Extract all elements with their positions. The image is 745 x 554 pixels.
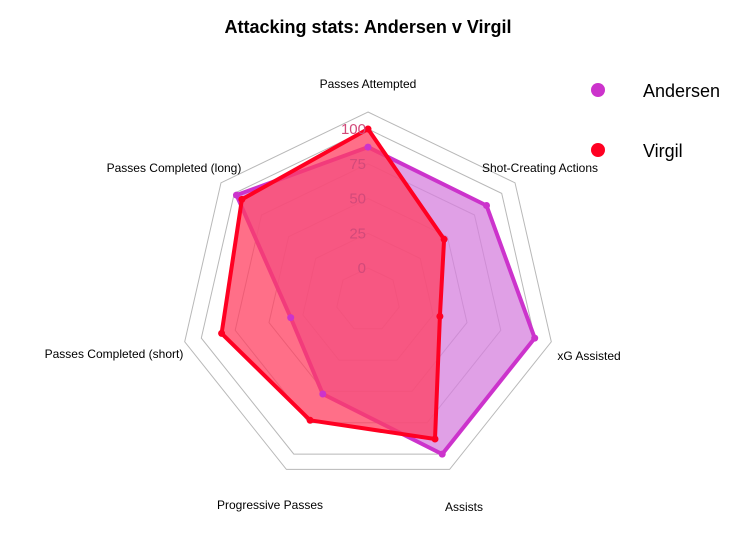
grid-ring (200, 128, 536, 455)
series-andersen-point (364, 143, 372, 151)
chart-title: Attacking stats: Andersen v Virgil (224, 17, 511, 37)
tick-label: 75 (349, 156, 366, 173)
legend: Andersen Virgil (591, 81, 720, 161)
legend-swatch-virgil (591, 143, 605, 157)
legend-swatch-andersen (591, 83, 605, 97)
axis-label: Progressive Passes (217, 498, 323, 512)
series-andersen-point (287, 314, 295, 322)
axis-label: Shot-Creating Actions (482, 161, 598, 175)
axis-label: Passes Completed (short) (45, 347, 184, 361)
axis-label: Passes Completed (long) (107, 161, 242, 175)
series-virgil-point (431, 435, 439, 443)
radar-axis-labels: Passes Attempted Shot-Creating Actions xG … (45, 77, 621, 514)
series-virgil-point (218, 329, 226, 337)
legend-label-andersen: Andersen (643, 81, 720, 101)
series-andersen-point (233, 191, 240, 199)
tick-label: 50 (349, 191, 366, 208)
radar-tick-labels: 0 25 50 75 100 (341, 121, 366, 277)
series-andersen-point (483, 202, 490, 209)
series-andersen-point (438, 450, 446, 458)
series-virgil-point (364, 125, 372, 133)
tick-label: 25 (349, 225, 366, 242)
tick-label: 0 (358, 260, 366, 277)
series-virgil-point (306, 416, 314, 424)
series-virgil-point (436, 312, 444, 320)
series-andersen-point (531, 334, 539, 342)
series-virgil-point (238, 195, 246, 203)
series-virgil-point (440, 235, 448, 243)
series-andersen-point (319, 390, 327, 398)
axis-label: Assists (445, 500, 483, 514)
grid-ring-outer (184, 111, 552, 470)
tick-label: 100 (341, 121, 366, 138)
axis-label: xG Assisted (557, 349, 620, 363)
series-virgil-area (219, 127, 447, 441)
legend-label-virgil: Virgil (643, 141, 683, 161)
radar-series (218, 125, 539, 458)
axis-label: Passes Attempted (320, 77, 417, 91)
